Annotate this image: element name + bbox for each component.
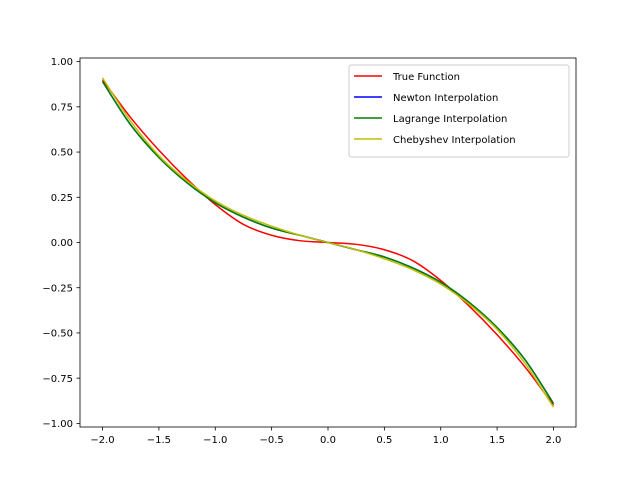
x-tick-label: 2.0: [546, 435, 562, 446]
legend-label-1: Newton Interpolation: [393, 93, 498, 104]
series-line-3: [101, 77, 555, 408]
x-axis: −2.0 −1.5 −1.0 −0.5 0.0 0.5 1.0 1.5 2.0: [90, 427, 561, 446]
x-tick-label: 1.5: [489, 435, 505, 446]
legend-label-2: Lagrange Interpolation: [393, 114, 507, 125]
legend-box: [348, 64, 570, 158]
y-tick-label: −0.25: [42, 283, 73, 294]
x-tick-label: 1.0: [433, 435, 449, 446]
plot-lines: [101, 77, 555, 408]
legend: True Function Newton Interpolation Lagrang…: [348, 64, 570, 158]
x-tick-label: −1.5: [147, 435, 171, 446]
x-tick-label: −0.5: [259, 435, 283, 446]
x-tick-label: 0.5: [376, 435, 392, 446]
legend-label-0: True Function: [392, 72, 460, 83]
y-tick-label: 0.75: [51, 102, 73, 113]
x-tick-label: −2.0: [90, 435, 114, 446]
y-tick-label: 0.50: [51, 148, 73, 159]
y-axis: 1.00 0.75 0.50 0.25 0.00 −0.25 −0.50 −0.75 −1.00: [42, 57, 80, 430]
x-tick-label: 0.0: [320, 435, 336, 446]
legend-label-3: Chebyshev Interpolation: [393, 135, 516, 146]
y-tick-label: −1.00: [42, 419, 73, 430]
y-tick-label: 1.00: [51, 57, 73, 68]
y-tick-label: 0.25: [51, 193, 73, 204]
y-tick-label: −0.75: [42, 374, 73, 385]
x-tick-label: −1.0: [203, 435, 227, 446]
y-tick-label: 0.00: [51, 238, 73, 249]
y-tick-label: −0.50: [42, 329, 73, 340]
